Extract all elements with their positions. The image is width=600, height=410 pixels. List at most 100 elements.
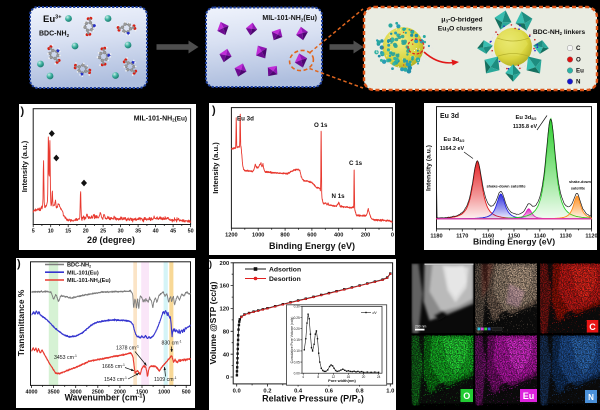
svg-text:N: N [576, 79, 581, 86]
svg-text:BDC-NH2: BDC-NH2 [67, 263, 91, 269]
svg-text:Binding Energy (eV): Binding Energy (eV) [269, 241, 355, 251]
svg-text:400: 400 [334, 232, 343, 238]
svg-text:C: C [589, 322, 596, 332]
svg-text:200: 200 [220, 260, 230, 266]
svg-text:Cumulative Pore Volume (cc/g): Cumulative Pore Volume (cc/g) [290, 316, 294, 363]
svg-text:Eu: Eu [576, 68, 584, 75]
svg-text:0.15: 0.15 [294, 338, 300, 342]
svg-text:1150: 1150 [507, 233, 519, 239]
svg-text:12: 12 [332, 374, 336, 378]
svg-text:1160: 1160 [482, 233, 494, 239]
svg-text:5: 5 [32, 229, 35, 235]
svg-text:830 cm-1: 830 cm-1 [162, 340, 182, 347]
svg-text:0.0: 0.0 [233, 388, 241, 394]
svg-text:0.10: 0.10 [294, 349, 300, 353]
svg-text:30: 30 [118, 229, 124, 235]
svg-text:O: O [576, 57, 581, 64]
svg-text:3000: 3000 [70, 390, 82, 396]
svg-text:600: 600 [307, 232, 316, 238]
svg-text:dV: dV [373, 310, 378, 314]
svg-text:4000: 4000 [26, 390, 38, 396]
svg-text:45: 45 [170, 229, 176, 235]
svg-text:80: 80 [223, 329, 229, 335]
svg-text:10: 10 [48, 229, 54, 235]
svg-text:Transmittance %: Transmittance % [16, 289, 26, 356]
svg-text:200: 200 [361, 232, 370, 238]
svg-text:0.2: 0.2 [263, 388, 271, 394]
svg-text:1130: 1130 [559, 233, 571, 239]
svg-text:Desortion: Desortion [269, 276, 301, 283]
svg-text:0: 0 [391, 232, 394, 238]
svg-text:1180: 1180 [430, 233, 442, 239]
svg-text:O: O [463, 391, 470, 401]
svg-text:Relative Pressure (P/P0): Relative Pressure (P/P0) [262, 393, 364, 405]
svg-text:μ3-O-bridged: μ3-O-bridged [441, 17, 482, 24]
svg-text:1120: 1120 [585, 233, 597, 239]
svg-text:3500: 3500 [48, 390, 60, 396]
svg-text:0.6: 0.6 [325, 388, 334, 394]
svg-text:MIL-101-NH2(Eu): MIL-101-NH2(Eu) [67, 278, 111, 284]
svg-text:Adsortion: Adsortion [269, 266, 301, 273]
svg-text:Pore width(nm): Pore width(nm) [328, 379, 356, 383]
svg-text:Intensity (a.u.): Intensity (a.u.) [20, 140, 29, 192]
svg-text:800: 800 [280, 232, 289, 238]
svg-text:1378 cm-1: 1378 cm-1 [116, 345, 139, 352]
svg-text:25: 25 [100, 229, 106, 235]
svg-text:160: 160 [220, 283, 230, 289]
svg-text:0.25: 0.25 [294, 315, 300, 319]
svg-text:0.00: 0.00 [294, 371, 300, 375]
svg-text:120: 120 [220, 306, 230, 312]
svg-text:1500: 1500 [136, 390, 148, 396]
svg-text:0.20: 0.20 [294, 326, 300, 330]
svg-text:8: 8 [317, 374, 319, 378]
svg-text:BDC-NH2: BDC-NH2 [39, 31, 70, 39]
svg-text:20: 20 [83, 229, 89, 235]
svg-text:20: 20 [362, 374, 366, 378]
svg-text:0: 0 [226, 375, 229, 381]
svg-text:MIL-101-NH2(Eu): MIL-101-NH2(Eu) [262, 15, 317, 22]
svg-text:2θ (degree): 2θ (degree) [87, 235, 135, 245]
svg-text:1164.2 eV: 1164.2 eV [439, 146, 464, 152]
svg-text:35: 35 [135, 229, 141, 235]
svg-text:1140: 1140 [533, 233, 545, 239]
svg-text:16: 16 [347, 374, 351, 378]
svg-text:2500: 2500 [92, 390, 104, 396]
svg-text:1170: 1170 [456, 233, 468, 239]
svg-text:1.0: 1.0 [386, 388, 394, 394]
svg-text:Eu3O clusters: Eu3O clusters [438, 26, 483, 33]
svg-text:shake-down satellite: shake-down satellite [486, 183, 526, 188]
svg-text:200 nm: 200 nm [415, 325, 426, 329]
svg-text:1135.8 eV: 1135.8 eV [512, 124, 537, 130]
svg-text:BDC-NH2 linkers: BDC-NH2 linkers [533, 29, 586, 36]
svg-text:): ) [17, 258, 21, 270]
svg-text:Volume @STP (cc/g): Volume @STP (cc/g) [209, 281, 218, 364]
svg-text:500: 500 [182, 390, 191, 396]
svg-text:0.30: 0.30 [294, 304, 300, 308]
svg-text:40: 40 [153, 229, 159, 235]
svg-text:Eu 3d3/2: Eu 3d3/2 [443, 137, 464, 143]
svg-text:N 1s: N 1s [332, 193, 346, 200]
svg-text:Intensity (a.u.): Intensity (a.u.) [425, 144, 432, 190]
svg-text:Eu 3d: Eu 3d [440, 113, 459, 120]
svg-text:0.05: 0.05 [294, 360, 300, 364]
svg-text:4: 4 [302, 374, 304, 378]
svg-text:1665 cm-1: 1665 cm-1 [102, 363, 125, 370]
svg-text:0.4: 0.4 [294, 388, 303, 394]
svg-text:2000: 2000 [114, 390, 126, 396]
svg-text:satellite: satellite [570, 186, 584, 190]
svg-text:1109 cm-1: 1109 cm-1 [154, 376, 177, 383]
svg-text:24: 24 [377, 374, 381, 378]
svg-text:N: N [588, 393, 594, 402]
svg-text:Intensity (a.u.): Intensity (a.u.) [211, 141, 220, 193]
svg-text:1000: 1000 [158, 390, 170, 396]
svg-text:C: C [576, 45, 581, 52]
svg-text:15: 15 [65, 229, 71, 235]
svg-text:Eu3+: Eu3+ [43, 14, 61, 25]
svg-text:): ) [212, 104, 216, 116]
svg-text:0.8: 0.8 [356, 388, 365, 394]
svg-text:Eu: Eu [523, 391, 535, 401]
svg-text:MIL-101(Eu): MIL-101(Eu) [67, 270, 99, 276]
svg-text:1543 cm-1: 1543 cm-1 [104, 376, 127, 383]
svg-text:3453 cm-1: 3453 cm-1 [54, 354, 77, 361]
svg-text:Eu 3d5/2: Eu 3d5/2 [515, 115, 536, 121]
